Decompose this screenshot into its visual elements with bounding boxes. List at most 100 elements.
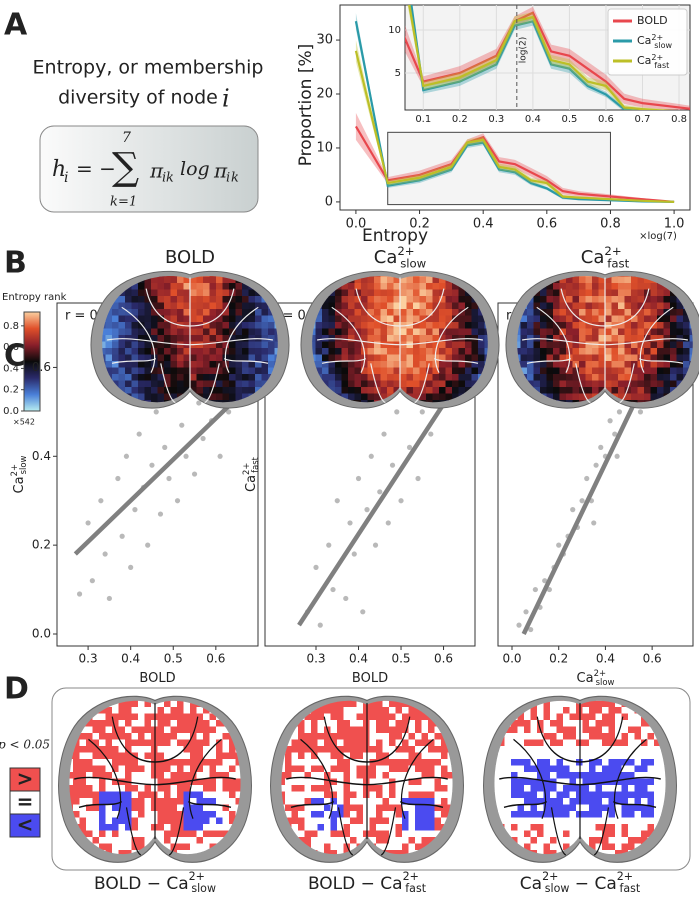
brain-voxel <box>170 367 178 375</box>
brain-voxel <box>389 863 396 870</box>
brain-voxel <box>428 830 435 838</box>
brain-voxel <box>183 772 191 779</box>
brain-voxel <box>125 328 132 336</box>
brain-voxel <box>618 276 625 284</box>
brain-voxel <box>432 283 440 290</box>
brain-voxel <box>369 765 377 773</box>
brain-voxel <box>657 361 664 368</box>
brain-voxel <box>138 315 145 323</box>
brain-voxel <box>317 824 325 831</box>
brain-voxel <box>546 374 554 381</box>
brain-voxel <box>317 720 325 727</box>
brain-voxel <box>350 707 357 714</box>
brain-voxel <box>447 850 453 855</box>
brain-voxel <box>311 830 318 838</box>
brain-voxel <box>138 700 145 708</box>
brain-voxel <box>102 276 106 277</box>
brain-voxel <box>330 843 338 851</box>
brain-voxel <box>605 296 612 303</box>
brain-voxel <box>428 733 435 740</box>
brain-voxel <box>595 746 603 753</box>
brain-voxel <box>550 824 557 831</box>
scatter-point <box>584 475 590 482</box>
brain-voxel <box>402 804 409 812</box>
brain-voxel <box>164 707 171 714</box>
brain-voxel <box>634 746 642 753</box>
brain-voxel <box>592 315 599 323</box>
brain-voxel <box>395 817 403 825</box>
brain-voxel <box>322 354 329 362</box>
brain-voxel <box>667 857 674 864</box>
brain-voxel <box>311 811 318 818</box>
brain-voxel <box>582 746 590 753</box>
brain-voxel <box>637 335 645 342</box>
brain-voxel <box>335 276 342 277</box>
brain-voxel <box>79 772 87 779</box>
brain-voxel <box>615 700 622 708</box>
brain-voxel <box>144 837 152 844</box>
brain-voxel <box>611 380 619 388</box>
brain-voxel <box>164 791 171 799</box>
brain-voxel <box>341 276 349 277</box>
brain-voxel <box>112 374 119 381</box>
brain-voxel <box>317 772 325 779</box>
brain-voxel <box>380 354 388 362</box>
brain-voxel <box>157 700 165 708</box>
brain-voxel <box>602 733 609 740</box>
map-title-part: fast <box>607 256 629 270</box>
caption: diversity of node <box>58 87 218 109</box>
brain-voxel <box>421 759 429 766</box>
x-tick-label: 0.6 <box>643 652 662 666</box>
brain-voxel <box>465 374 472 381</box>
brain-voxel <box>354 309 362 316</box>
brain-voxel <box>445 348 453 355</box>
brain-voxel <box>402 863 409 870</box>
brain-voxel <box>621 850 629 855</box>
x-tick-label: 0.3 <box>306 652 325 666</box>
brain-voxel <box>380 367 388 375</box>
brain-voxel <box>402 850 409 855</box>
brain-voxel <box>291 752 299 760</box>
brain-voxel <box>209 289 217 297</box>
brain-voxel <box>615 824 622 831</box>
brain-voxel <box>112 850 119 855</box>
brain-voxel <box>511 739 518 747</box>
brain-voxel <box>585 387 593 394</box>
brain-voxel <box>605 276 612 284</box>
brain-voxel <box>183 374 191 381</box>
brain-voxel <box>504 804 512 812</box>
brain-voxel <box>447 700 453 708</box>
brain-voxel <box>445 328 453 336</box>
brain-voxel <box>543 791 551 799</box>
formula-part: k <box>231 171 239 186</box>
scatter-point <box>415 475 421 482</box>
brain-voxel <box>524 707 531 714</box>
brain-voxel <box>99 746 106 753</box>
brain-voxel <box>164 752 171 760</box>
brain-voxel <box>530 817 538 825</box>
brain-voxel <box>452 283 459 290</box>
brain-voxel <box>151 400 158 403</box>
brain-voxel <box>369 791 377 799</box>
brain-voxel <box>291 739 299 747</box>
brain-voxel <box>530 778 538 786</box>
brain-voxel <box>322 341 329 349</box>
brain-voxel <box>628 759 635 766</box>
brain-voxel <box>637 393 645 401</box>
brain-voxel <box>304 713 312 721</box>
brain-voxel <box>361 302 368 310</box>
brain-voxel <box>611 302 619 310</box>
brain-voxel <box>419 354 427 362</box>
brain-voxel <box>138 772 145 779</box>
brain-voxel <box>546 289 554 297</box>
brain-voxel <box>196 746 204 753</box>
brain-voxel <box>196 354 204 362</box>
brain-voxel <box>634 733 642 740</box>
brain-voxel <box>661 857 668 864</box>
brain-voxel <box>376 746 383 753</box>
brain-voxel <box>203 341 210 349</box>
brain-voxel <box>533 322 541 329</box>
scatter-point <box>607 418 613 424</box>
scatter-point <box>149 462 155 468</box>
brain-voxel <box>628 843 635 851</box>
